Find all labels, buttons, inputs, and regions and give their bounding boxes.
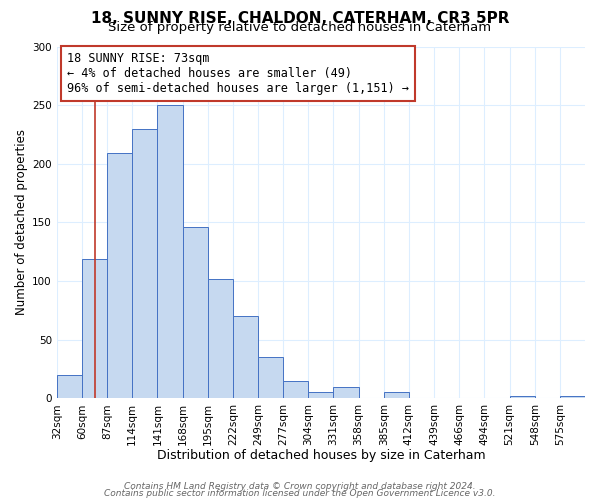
Bar <box>208 278 233 398</box>
Bar <box>283 381 308 398</box>
Bar <box>107 153 132 398</box>
Y-axis label: Number of detached properties: Number of detached properties <box>15 130 28 316</box>
Bar <box>182 227 208 398</box>
Bar <box>157 105 182 399</box>
Bar <box>560 396 585 398</box>
Bar <box>308 392 334 398</box>
Text: 18 SUNNY RISE: 73sqm
← 4% of detached houses are smaller (49)
96% of semi-detach: 18 SUNNY RISE: 73sqm ← 4% of detached ho… <box>67 52 409 95</box>
Bar <box>509 396 535 398</box>
Text: Size of property relative to detached houses in Caterham: Size of property relative to detached ho… <box>109 22 491 35</box>
Text: 18, SUNNY RISE, CHALDON, CATERHAM, CR3 5PR: 18, SUNNY RISE, CHALDON, CATERHAM, CR3 5… <box>91 11 509 26</box>
X-axis label: Distribution of detached houses by size in Caterham: Distribution of detached houses by size … <box>157 450 485 462</box>
Bar <box>334 386 359 398</box>
Text: Contains HM Land Registry data © Crown copyright and database right 2024.: Contains HM Land Registry data © Crown c… <box>124 482 476 491</box>
Bar <box>57 375 82 398</box>
Bar <box>233 316 258 398</box>
Bar <box>384 392 409 398</box>
Bar <box>258 358 283 399</box>
Text: Contains public sector information licensed under the Open Government Licence v3: Contains public sector information licen… <box>104 488 496 498</box>
Bar <box>132 128 157 398</box>
Bar <box>82 259 107 398</box>
